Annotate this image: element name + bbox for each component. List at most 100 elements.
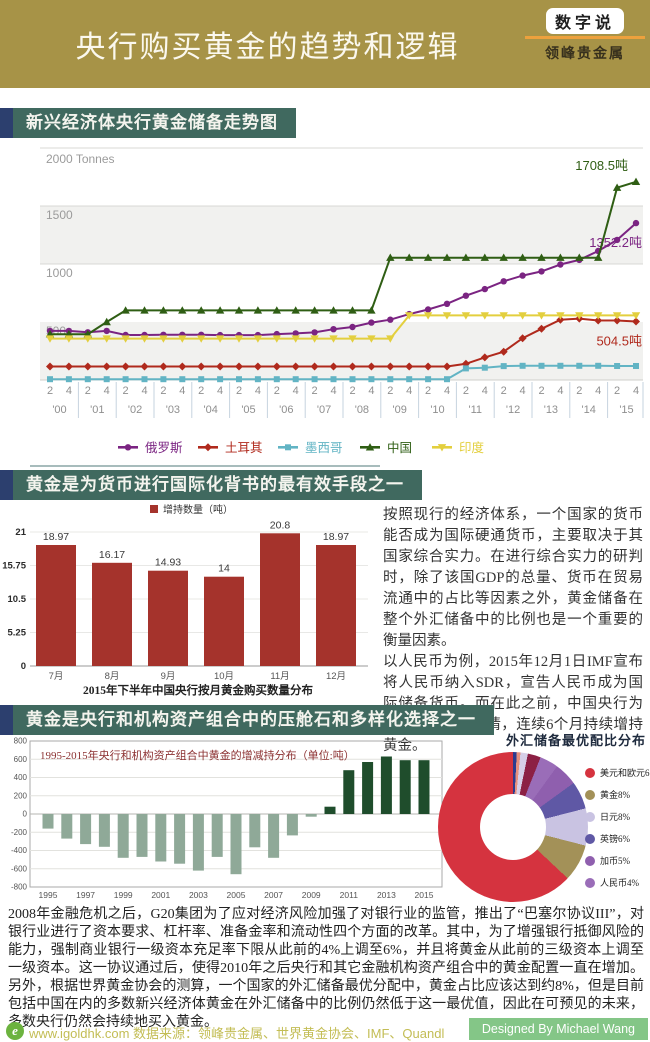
quarter-tick: 4 — [66, 385, 72, 397]
section3-title: 黄金是央行和机构资产组合中的压舱石和多样化选择之一 — [13, 705, 494, 735]
year-tick: '06 — [279, 404, 293, 416]
legend-label: 英镑6% — [600, 834, 630, 844]
legend-label: 人民币4% — [600, 878, 639, 888]
bar — [61, 814, 73, 839]
donut-hole — [480, 794, 546, 860]
quarter-tick: 2 — [274, 385, 280, 397]
designer-credit: Designed By Michael Wang — [468, 1018, 648, 1040]
legend-dot — [585, 833, 595, 844]
site-logo-icon: e — [6, 1022, 24, 1040]
year-tick: '10 — [430, 404, 444, 416]
quarter-tick: 2 — [387, 385, 393, 397]
bar — [211, 814, 223, 857]
legend-label: 美元和欧元65% — [600, 768, 650, 778]
quarter-tick: 4 — [179, 385, 185, 397]
axis-label: 5.25 — [8, 628, 27, 639]
line-series — [50, 364, 636, 381]
bar — [204, 576, 244, 666]
bar-value-label: 14.93 — [155, 557, 181, 569]
fx-allocation-block: 外汇储备最优配比分布 美元和欧元65% 黄金8% 日元8% 英镑6% 加币5% 人民币4% — [430, 722, 650, 917]
bar — [316, 545, 356, 666]
year-tick: '09 — [393, 404, 407, 416]
bar — [230, 814, 242, 875]
bar — [136, 814, 148, 857]
series-end-label: 1352.2吨 — [589, 235, 642, 250]
legend-label: 黄金8% — [600, 790, 630, 800]
axis-label: 0 — [23, 810, 28, 819]
year-tick: '14 — [582, 404, 596, 416]
quarter-tick: 2 — [198, 385, 204, 397]
category-label: 1997 — [76, 890, 95, 900]
bar-legend-label: 增持数量（吨） — [163, 503, 233, 516]
quarter-tick: 4 — [255, 385, 261, 397]
bar — [418, 760, 430, 814]
legend-item: 加币5% — [585, 854, 649, 867]
quarter-tick: 4 — [595, 385, 601, 397]
year-tick: '13 — [544, 404, 558, 416]
axis-label: 200 — [14, 791, 28, 800]
category-label: 1999 — [114, 890, 133, 900]
bar-value-label: 18.97 — [43, 531, 69, 543]
category-label: 2001 — [151, 890, 170, 900]
category-label: 2015 — [415, 890, 434, 900]
quarter-tick: 2 — [47, 385, 53, 397]
legend-item: 日元8% — [585, 810, 649, 823]
brand-badge: 数字说 — [545, 8, 624, 34]
quarter-tick: 4 — [520, 385, 526, 397]
donut-chart — [438, 752, 588, 902]
year-tick: '08 — [355, 404, 369, 416]
bar — [92, 562, 132, 666]
quarter-tick: 4 — [406, 385, 412, 397]
category-label: 10月 — [214, 671, 234, 682]
bar — [305, 814, 317, 817]
legend-label: 印度 — [459, 440, 485, 455]
year-tick: '04 — [204, 404, 218, 416]
quarter-tick: 4 — [444, 385, 450, 397]
quarter-tick: 4 — [217, 385, 223, 397]
axis-label: 10.5 — [8, 594, 27, 605]
paragraph-currency-1: 按照现行的经济体系，一个国家的货币能否成为国际硬通货币，主要取决于其国家综合实力… — [383, 507, 643, 649]
section1-accent — [0, 108, 13, 138]
legend-item: 黄金8% — [585, 788, 649, 801]
section2-header: 黄金是为货币进行国际化背书的最有效手段之一 — [0, 470, 422, 500]
quarter-tick: 4 — [368, 385, 374, 397]
bar — [174, 814, 186, 864]
quarter-tick: 2 — [85, 385, 91, 397]
data-source-line: www.igoldhk.com 数据来源：领峰贵金属、世界黄金协会、IMF、Qu… — [29, 1026, 445, 1041]
axis-label: 1000 — [46, 266, 73, 280]
quarter-tick: 2 — [501, 385, 507, 397]
quarter-tick: 2 — [160, 385, 166, 397]
legend-label: 加币5% — [600, 856, 630, 866]
axis-label: 1500 — [46, 208, 73, 222]
legend-item: 英镑6% — [585, 832, 649, 845]
quarter-tick: 2 — [349, 385, 355, 397]
quarter-tick: 2 — [614, 385, 620, 397]
legend-dot — [585, 789, 595, 800]
bar — [268, 814, 280, 858]
legend-label: 俄罗斯 — [145, 441, 183, 455]
bar — [399, 760, 411, 814]
bar — [98, 814, 110, 847]
bar — [36, 545, 76, 666]
quarter-tick: 4 — [557, 385, 563, 397]
category-label: 2007 — [264, 890, 283, 900]
quarter-tick: 2 — [425, 385, 431, 397]
bar — [42, 814, 54, 829]
badge-underline — [525, 36, 645, 39]
legend-dot — [585, 811, 595, 822]
legend-label: 中国 — [387, 440, 412, 455]
quarter-tick: 2 — [123, 385, 129, 397]
legend-dot — [585, 767, 595, 778]
year-tick: '02 — [128, 404, 142, 416]
category-label: 1995 — [39, 890, 58, 900]
quarter-tick: 4 — [141, 385, 147, 397]
footer: e www.igoldhk.com 数据来源：领峰贵金属、世界黄金协会、IMF、… — [0, 1018, 650, 1042]
donut-legend: 美元和欧元65% 黄金8% 日元8% 英镑6% 加币5% 人民币4% — [585, 766, 650, 898]
category-label: 2011 — [340, 890, 359, 900]
bar — [343, 770, 355, 814]
category-label: 2005 — [227, 890, 246, 900]
quarter-tick: 4 — [293, 385, 299, 397]
bar — [380, 756, 392, 814]
axis-label: 400 — [14, 773, 28, 782]
